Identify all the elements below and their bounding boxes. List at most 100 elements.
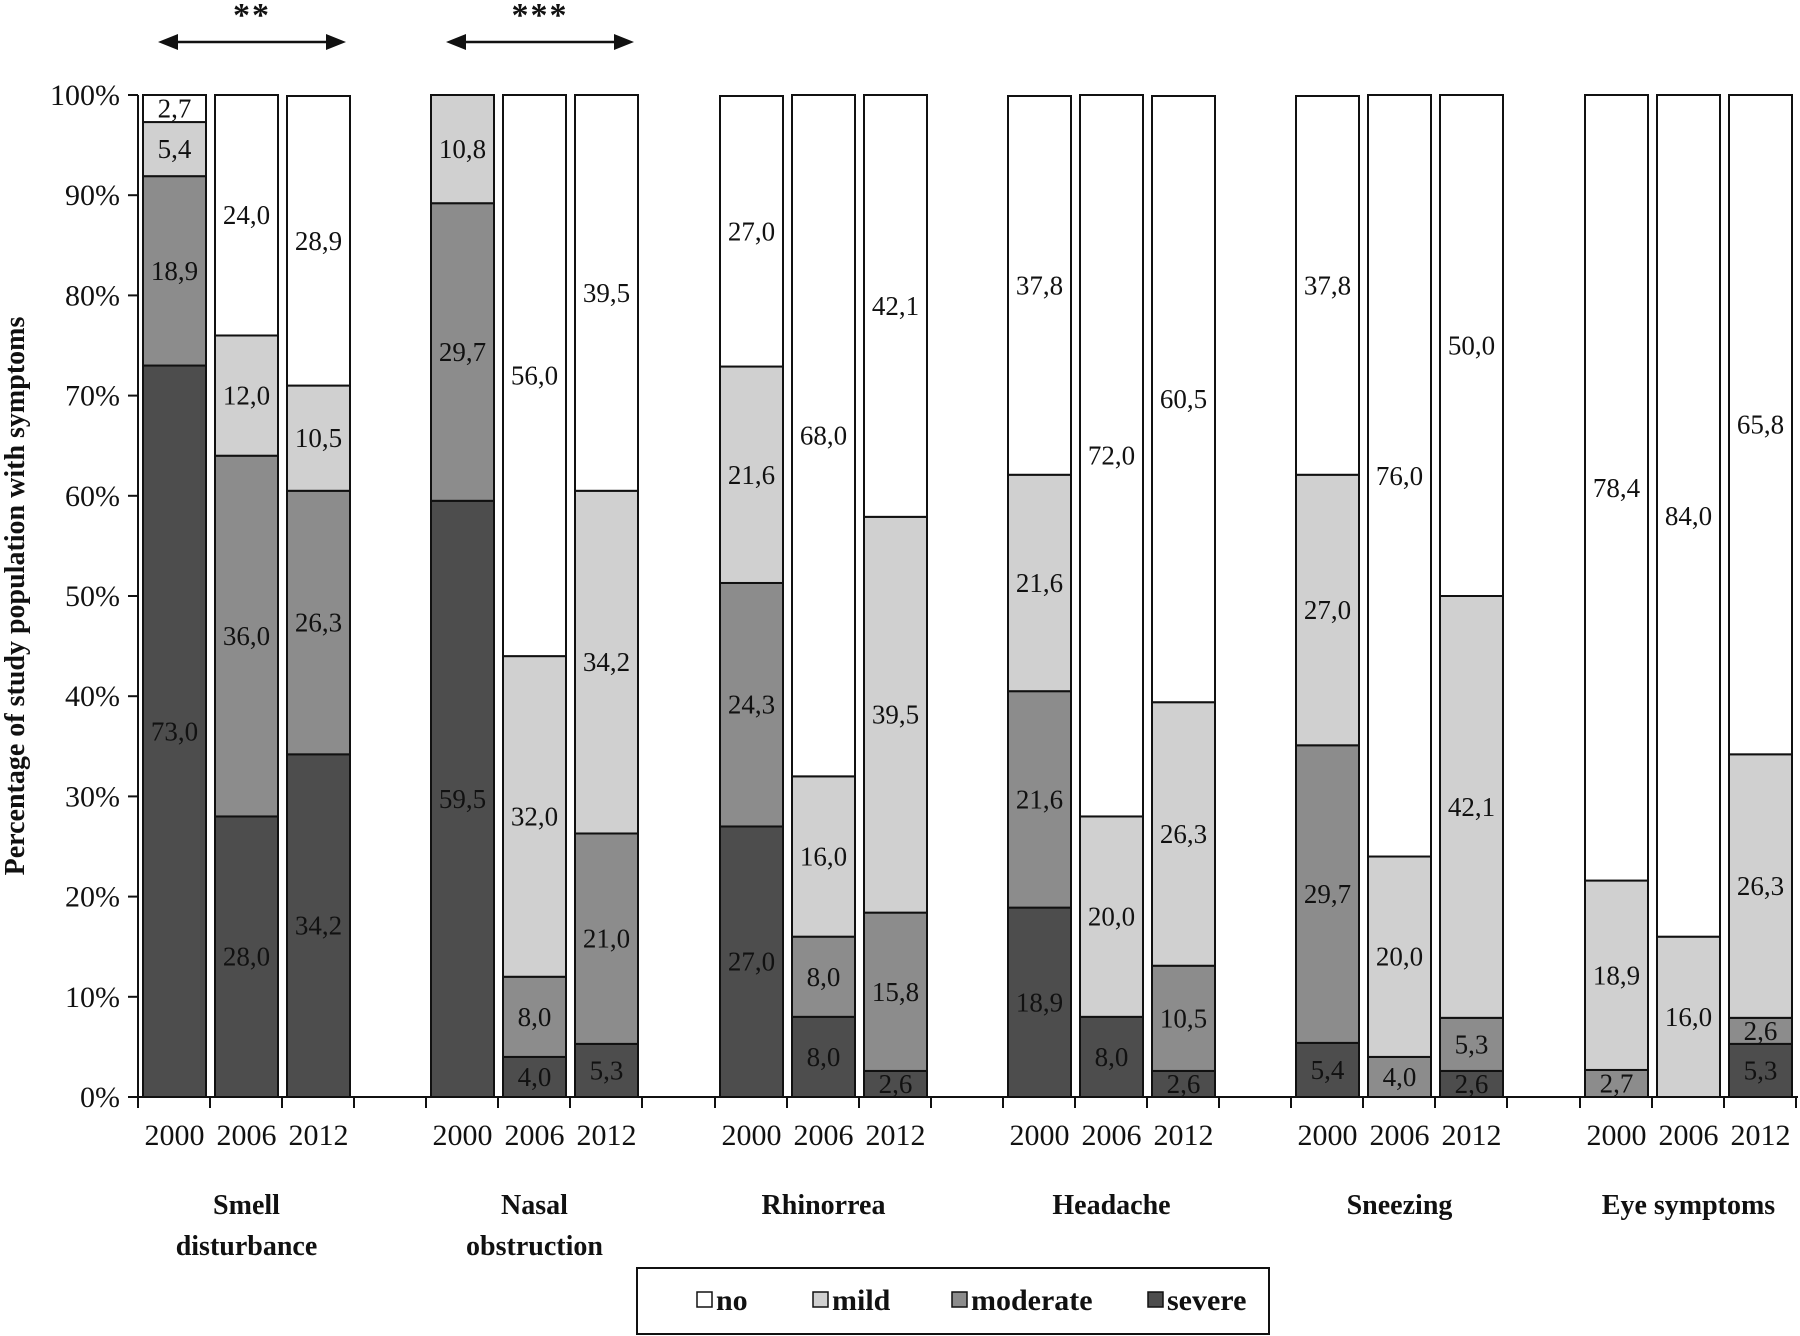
bar-segment-mild [1439, 595, 1504, 1019]
bar-segment-mild [1079, 815, 1144, 1018]
data-label: 10,8 [439, 134, 486, 164]
data-label: 34,2 [583, 647, 630, 677]
year-label: 2006 [1659, 1119, 1719, 1152]
category-label: Sneezing [1347, 1190, 1453, 1221]
bar-segment-severe [430, 499, 495, 1098]
year-label: 2006 [1370, 1119, 1430, 1152]
bar-segment-moderate [502, 975, 567, 1058]
data-label: 59,5 [439, 784, 486, 814]
category-label: Nasal [501, 1190, 568, 1221]
data-label: 2,6 [1744, 1016, 1778, 1046]
data-label: 72,0 [1088, 441, 1135, 471]
data-label: 21,6 [1016, 568, 1063, 598]
data-label: 18,9 [151, 256, 198, 286]
data-label: 76,0 [1376, 461, 1423, 491]
data-label: 20,0 [1376, 942, 1423, 972]
legend-swatch-severe [1147, 1291, 1164, 1308]
y-tick-label: 60% [65, 480, 120, 513]
bar-segment-mild [719, 365, 784, 584]
category-label: obstruction [466, 1231, 603, 1262]
data-label: 37,8 [1304, 270, 1351, 300]
y-tick-label: 10% [65, 981, 120, 1014]
data-label: 20,0 [1088, 902, 1135, 932]
year-label: 2000 [1010, 1119, 1070, 1152]
bar-segment-severe [1007, 906, 1072, 1099]
bar-segment-moderate [863, 911, 928, 1072]
data-label: 42,1 [1448, 792, 1495, 822]
legend-swatch-mild [812, 1291, 829, 1308]
data-label: 37,8 [1016, 270, 1063, 300]
y-tick-label: 30% [65, 780, 120, 813]
data-label: 60,5 [1160, 384, 1207, 414]
year-label: 2006 [505, 1119, 565, 1152]
y-tick-label: 70% [65, 380, 120, 413]
data-label: 50,0 [1448, 331, 1495, 361]
bar-segment-moderate [719, 581, 784, 828]
data-label: 28,0 [223, 942, 270, 972]
bar-segment-mild [1151, 701, 1216, 967]
data-label: 24,0 [223, 200, 270, 230]
data-label: 5,3 [590, 1055, 624, 1085]
y-tick-label: 20% [65, 881, 120, 914]
data-label: 29,7 [439, 337, 486, 367]
bar-segment-no [863, 94, 928, 518]
data-label: 2,7 [1600, 1068, 1634, 1098]
data-label: 18,9 [1016, 987, 1063, 1017]
data-label: 73,0 [151, 716, 198, 746]
bar-segment-no [1295, 95, 1360, 476]
year-label: 2006 [794, 1119, 854, 1152]
bar-segment-no [1151, 95, 1216, 704]
arrow-head-right-icon [326, 34, 346, 50]
bar-segment-severe [1079, 1015, 1144, 1099]
bar-segment-mild [1367, 855, 1432, 1058]
bar-segment-severe [502, 1055, 567, 1099]
category-label: disturbance [176, 1231, 318, 1262]
legend-label: moderate [971, 1284, 1093, 1317]
bar-segment-moderate [1295, 744, 1360, 1044]
bar-segment-mild [430, 94, 495, 205]
bar-segment-no [1439, 94, 1504, 597]
year-label: 2000 [433, 1119, 493, 1152]
y-tick-label: 40% [65, 680, 120, 713]
data-label: 26,3 [1160, 819, 1207, 849]
bar-segment-mild [574, 489, 639, 835]
data-label: 34,2 [295, 911, 342, 941]
y-tick-label: 80% [65, 279, 120, 312]
data-label: 32,0 [511, 801, 558, 831]
category-label: Headache [1052, 1190, 1170, 1221]
bar-segment-moderate [574, 832, 639, 1045]
category-label: Smell [213, 1190, 280, 1221]
bar-segment-moderate [286, 489, 351, 756]
data-label: 27,0 [1304, 595, 1351, 625]
bar-segment-no [1079, 94, 1144, 818]
bar-segment-mild [1007, 473, 1072, 693]
y-tick-label: 0% [80, 1081, 120, 1114]
data-label: 26,3 [1737, 871, 1784, 901]
bar-segment-no [1584, 94, 1649, 882]
bar-segment-moderate [214, 454, 279, 818]
data-label: 27,0 [728, 947, 775, 977]
data-label: 2,6 [1167, 1069, 1201, 1099]
bar-segment-mild [214, 334, 279, 457]
data-label: 78,4 [1593, 473, 1641, 503]
data-label: 8,0 [807, 962, 841, 992]
data-label: 5,3 [1455, 1029, 1489, 1059]
data-label: 18,9 [1593, 960, 1640, 990]
year-label: 2012 [866, 1119, 926, 1152]
y-tick-label: 100% [50, 79, 120, 112]
legend-label: no [716, 1284, 748, 1317]
data-label: 2,6 [879, 1069, 913, 1099]
data-label: 84,0 [1665, 501, 1712, 531]
data-label: 8,0 [518, 1002, 552, 1032]
category-label: Eye symptoms [1602, 1190, 1776, 1221]
data-label: 68,0 [800, 421, 847, 451]
bar-segment-severe [863, 1069, 928, 1098]
bar-segment-moderate [1151, 964, 1216, 1072]
data-label: 2,6 [1455, 1069, 1489, 1099]
year-label: 2012 [1154, 1119, 1214, 1152]
data-label: 4,0 [518, 1062, 552, 1092]
data-label: 16,0 [1665, 1002, 1712, 1032]
bar-segment-severe [214, 815, 279, 1098]
data-label: 5,3 [1744, 1055, 1778, 1085]
